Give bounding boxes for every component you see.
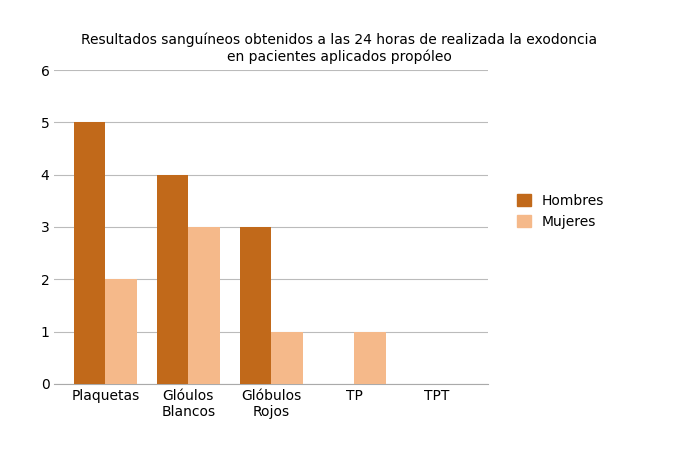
Bar — [106, 279, 137, 384]
Text: Resultados sanguíneos obtenidos a las 24 horas de realizada la exodoncia
en paci: Resultados sanguíneos obtenidos a las 24… — [81, 33, 597, 64]
Bar — [188, 227, 220, 384]
Bar — [74, 123, 106, 384]
Bar — [157, 175, 188, 384]
Bar — [240, 227, 271, 384]
Bar — [271, 331, 302, 384]
Bar — [354, 331, 386, 384]
Legend: Hombres, Mujeres: Hombres, Mujeres — [517, 194, 604, 229]
